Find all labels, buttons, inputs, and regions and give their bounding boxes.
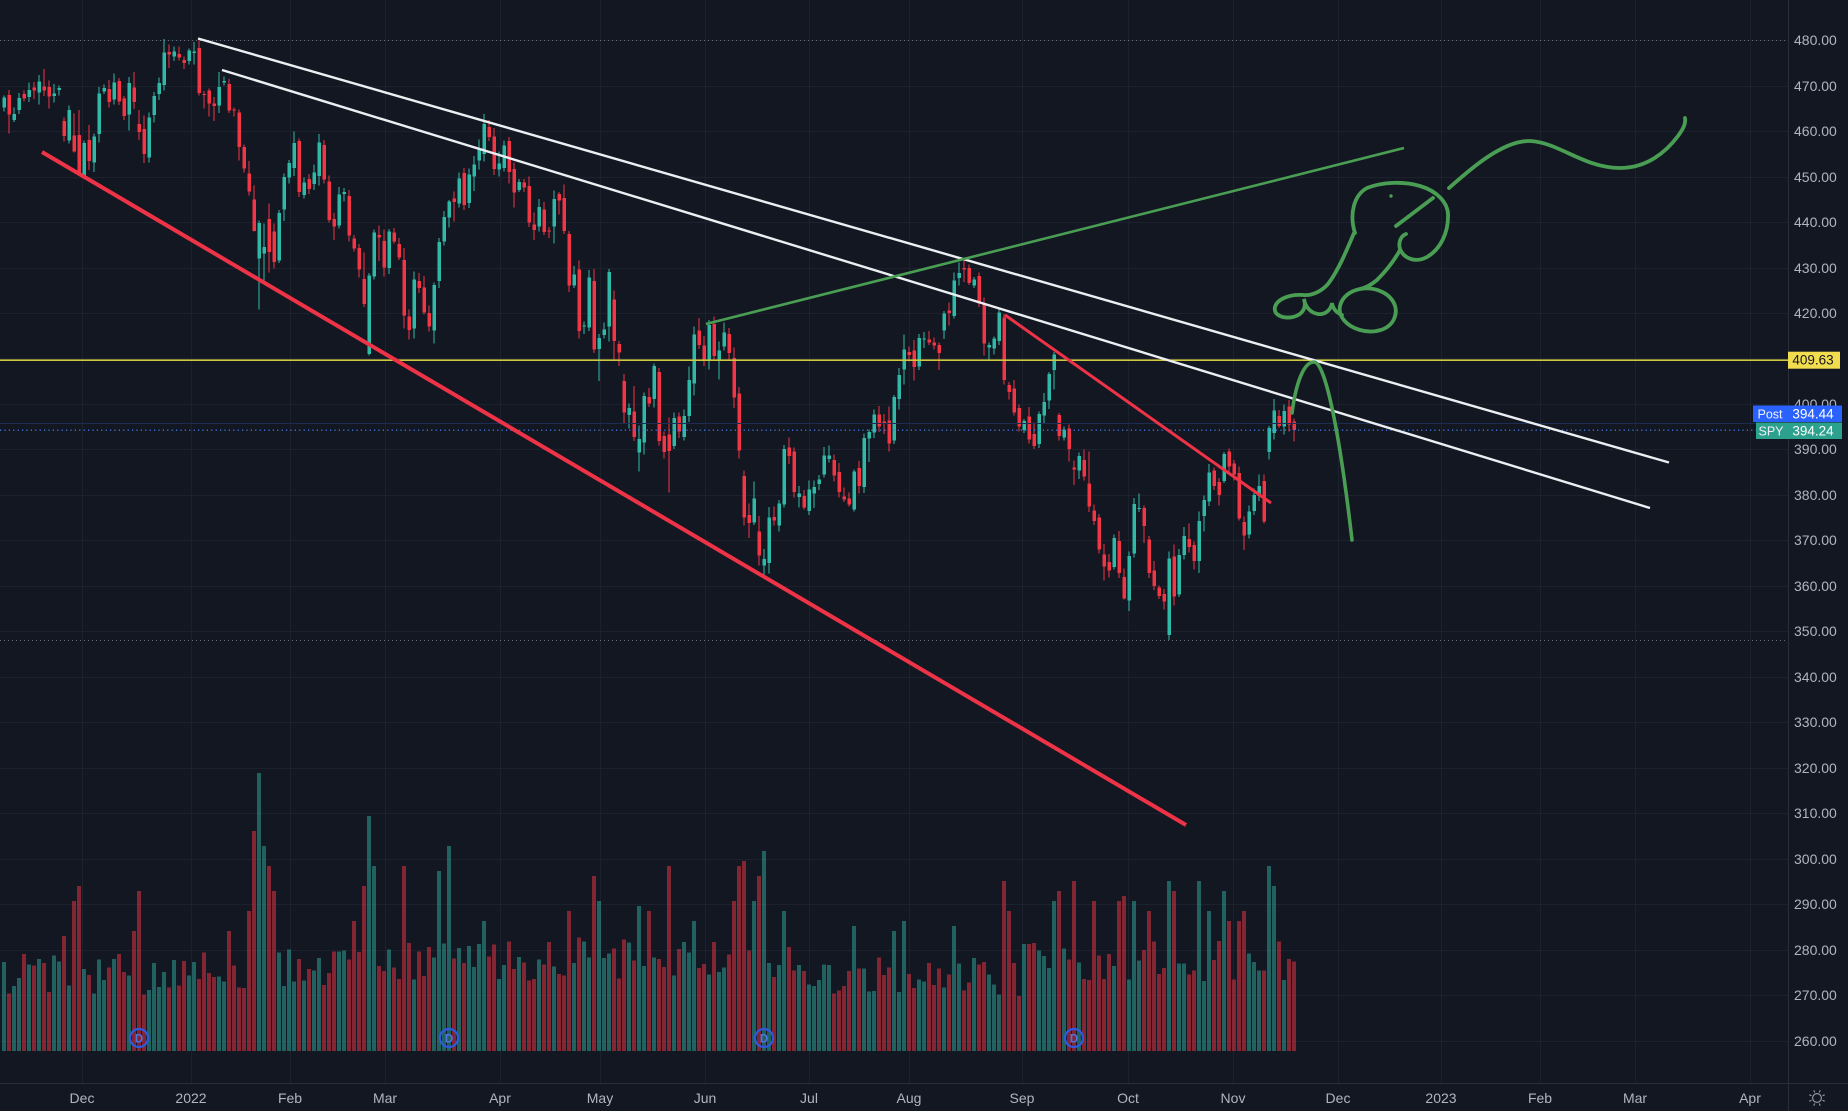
svg-text:Mar: Mar	[1623, 1090, 1647, 1106]
svg-text:260.00: 260.00	[1794, 1033, 1837, 1049]
svg-text:310.00: 310.00	[1794, 805, 1837, 821]
svg-text:460.00: 460.00	[1794, 123, 1837, 139]
svg-text:2022: 2022	[175, 1090, 206, 1106]
svg-text:270.00: 270.00	[1794, 987, 1837, 1003]
svg-text:Nov: Nov	[1221, 1090, 1246, 1106]
svg-text:290.00: 290.00	[1794, 896, 1837, 912]
svg-text:330.00: 330.00	[1794, 714, 1837, 730]
svg-text:Apr: Apr	[489, 1090, 511, 1106]
svg-text:SPY: SPY	[1758, 425, 1784, 439]
svg-text:Dec: Dec	[1326, 1090, 1351, 1106]
svg-text:Feb: Feb	[1528, 1090, 1552, 1106]
svg-text:350.00: 350.00	[1794, 623, 1837, 639]
svg-text:Oct: Oct	[1117, 1090, 1139, 1106]
svg-text:May: May	[587, 1090, 613, 1106]
svg-text:380.00: 380.00	[1794, 487, 1837, 503]
svg-text:340.00: 340.00	[1794, 669, 1837, 685]
svg-text:370.00: 370.00	[1794, 532, 1837, 548]
svg-text:D: D	[445, 1034, 453, 1046]
svg-text:320.00: 320.00	[1794, 760, 1837, 776]
svg-text:Mar: Mar	[373, 1090, 397, 1106]
svg-text:394.24: 394.24	[1792, 424, 1834, 439]
svg-text:2023: 2023	[1425, 1090, 1456, 1106]
svg-text:394.44: 394.44	[1792, 407, 1834, 422]
svg-text:390.00: 390.00	[1794, 441, 1837, 457]
svg-text:Sep: Sep	[1010, 1090, 1035, 1106]
svg-text:280.00: 280.00	[1794, 942, 1837, 958]
svg-text:Post: Post	[1757, 408, 1783, 422]
svg-text:Jul: Jul	[800, 1090, 818, 1106]
svg-text:420.00: 420.00	[1794, 305, 1837, 321]
svg-text:470.00: 470.00	[1794, 78, 1837, 94]
svg-text:300.00: 300.00	[1794, 851, 1837, 867]
svg-text:D: D	[135, 1034, 143, 1046]
svg-text:Apr: Apr	[1739, 1090, 1761, 1106]
svg-text:480.00: 480.00	[1794, 32, 1837, 48]
svg-text:Dec: Dec	[70, 1090, 95, 1106]
svg-text:430.00: 430.00	[1794, 260, 1837, 276]
svg-text:Aug: Aug	[897, 1090, 922, 1106]
svg-text:Feb: Feb	[278, 1090, 302, 1106]
svg-text:Jun: Jun	[694, 1090, 717, 1106]
svg-text:D: D	[760, 1034, 768, 1046]
svg-text:D: D	[1070, 1034, 1078, 1046]
svg-text:440.00: 440.00	[1794, 214, 1837, 230]
svg-text:409.63: 409.63	[1792, 353, 1833, 368]
svg-text:360.00: 360.00	[1794, 578, 1837, 594]
svg-text:450.00: 450.00	[1794, 169, 1837, 185]
